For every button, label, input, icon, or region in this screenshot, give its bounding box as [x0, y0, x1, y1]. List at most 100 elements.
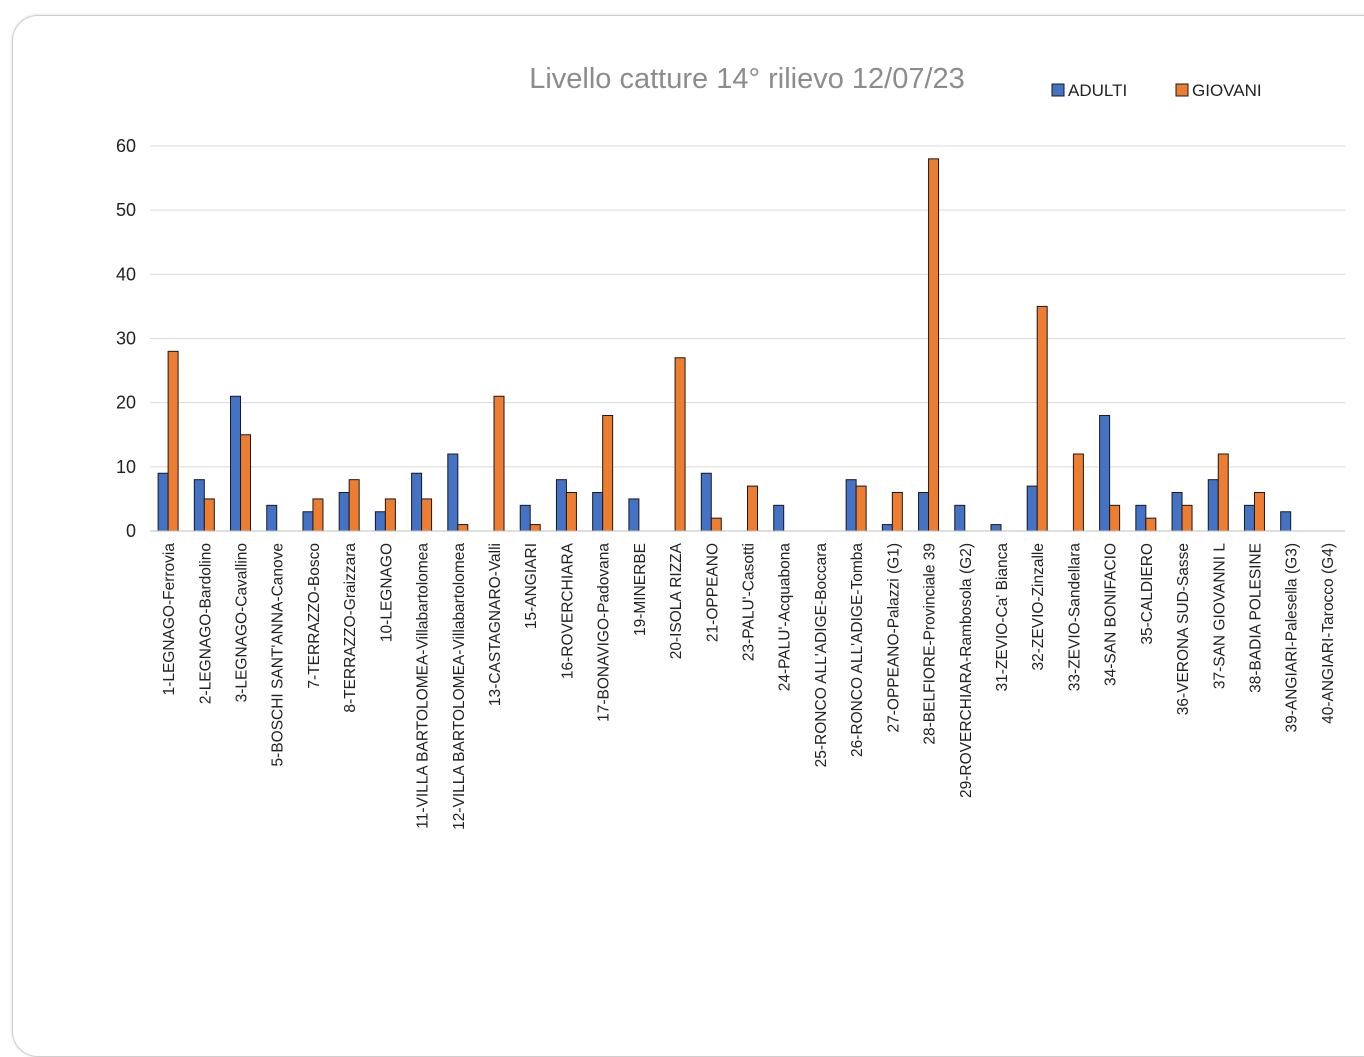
bar-giovani-25	[1036, 305, 1048, 532]
x-tick-label: 29-ROVERCHIARA-Rambosola (G2)	[958, 543, 975, 798]
bar-adulti-14	[628, 498, 640, 532]
x-tick-label: 33-ZEVIO-Sandellara	[1066, 543, 1083, 692]
chart-card	[12, 15, 1364, 1057]
bar-adulti-20	[845, 479, 857, 532]
bar-adulti-3	[230, 395, 242, 532]
x-tick-label: 15-ANGIARI	[523, 543, 540, 629]
bar-adulti-13	[592, 492, 604, 532]
bar-adulti-22	[918, 492, 930, 532]
x-tick-label: 35-CALDIERO	[1139, 543, 1156, 645]
bar-adulti-12	[555, 479, 567, 532]
x-tick-label: 13-CASTAGNARO-Valli	[487, 543, 504, 706]
bar-giovani-2	[203, 498, 215, 532]
bar-giovani-31	[1253, 492, 1265, 532]
x-tick-label: 20-ISOLA RIZZA	[668, 542, 685, 659]
bar-giovani-12	[565, 492, 577, 532]
y-tick-label: 40	[116, 264, 136, 284]
x-tick-label: 3-LEGNAGO-Cavallino	[234, 543, 251, 702]
bar-giovani-30	[1217, 453, 1229, 532]
x-tick-label: 25-RONCO ALL'ADIGE-Boccara	[813, 543, 830, 768]
legend-label-giovani: GIOVANI	[1192, 81, 1262, 100]
bar-adulti-8	[411, 472, 423, 532]
bar-adulti-18	[773, 504, 785, 532]
x-tick-label: 16-ROVERCHIARA	[559, 542, 576, 679]
bar-adulti-30	[1207, 479, 1219, 532]
bar-adulti-31	[1243, 504, 1255, 532]
x-tick-label: 34-SAN BONIFACIO	[1103, 543, 1120, 686]
bar-adulti-7	[374, 511, 386, 532]
bar-giovani-20	[855, 485, 867, 532]
bar-adulti-9	[447, 453, 459, 532]
x-tick-label: 27-OPPEANO-Palazzi (G1)	[885, 543, 902, 733]
bar-giovani-8	[421, 498, 433, 532]
x-tick-label: 38-BADIA POLESINE	[1247, 543, 1264, 693]
bar-adulti-16	[700, 472, 712, 532]
bars	[157, 158, 1292, 532]
y-axis: 0 10 20 30 40 50 60	[116, 136, 136, 541]
y-tick-label: 50	[116, 200, 136, 220]
bar-giovani-27	[1109, 504, 1121, 532]
bar-chart: Livello catture 14° rilievo 12/07/23 ADU…	[116, 63, 1345, 830]
x-tick-label: 39-ANGIARI-Palesella (G3)	[1284, 543, 1301, 733]
x-tick-label: 37-SAN GIOVANNI L	[1211, 543, 1228, 690]
bar-giovani-11	[529, 524, 541, 532]
bar-giovani-7	[384, 498, 396, 532]
bar-adulti-25	[1026, 485, 1038, 532]
bar-giovani-15	[674, 357, 686, 532]
x-tick-label: 24-PALU'-Acquabona	[777, 543, 794, 692]
y-tick-label: 60	[116, 136, 136, 156]
x-tick-label: 26-RONCO ALL'ADIGE-Tomba	[849, 543, 866, 757]
x-tick-label: 2-LEGNAGO-Bardolino	[197, 543, 214, 704]
x-tick-label: 36-VERONA SUD-Sasse	[1175, 543, 1192, 715]
bar-adulti-32	[1280, 511, 1292, 532]
x-tick-label: 11-VILLA BARTOLOMEA-Villabartolomea	[415, 543, 432, 829]
x-tick-label: 10-LEGNAGO	[378, 543, 395, 642]
bar-adulti-4	[266, 504, 278, 532]
chart-title: Livello catture 14° rilievo 12/07/23	[529, 63, 965, 95]
bar-adulti-1	[157, 472, 169, 532]
x-axis: 1-LEGNAGO-Ferrovia 2-LEGNAGO-Bardolino 3-L…	[161, 542, 1337, 830]
legend-swatch-adulti	[1051, 83, 1065, 97]
bar-adulti-29	[1171, 492, 1183, 532]
bar-giovani-21	[891, 492, 903, 532]
bar-giovani-1	[167, 350, 179, 532]
x-tick-label: 5-BOSCHI SANT'ANNA-Canove	[270, 543, 287, 766]
x-tick-label: 21-OPPEANO	[704, 543, 721, 642]
y-tick-label: 10	[116, 457, 136, 477]
bar-adulti-2	[193, 479, 205, 532]
bar-adulti-23	[954, 504, 966, 532]
bar-giovani-13	[602, 415, 614, 532]
x-tick-label: 1-LEGNAGO-Ferrovia	[161, 543, 178, 696]
bar-giovani-28	[1145, 517, 1157, 532]
legend-swatch-giovani	[1175, 83, 1189, 97]
legend: ADULTI GIOVANI	[1051, 81, 1262, 100]
y-tick-label: 30	[116, 329, 136, 349]
bar-giovani-26	[1072, 453, 1084, 532]
bar-giovani-3	[240, 434, 252, 532]
x-tick-label: 7-TERRAZZO-Bosco	[306, 543, 323, 689]
bar-giovani-6	[348, 479, 360, 532]
bar-giovani-10	[493, 395, 505, 532]
bar-adulti-11	[519, 504, 531, 532]
legend-label-adulti: ADULTI	[1068, 81, 1127, 100]
x-tick-label: 31-ZEVIO-Ca' Bianca	[994, 543, 1011, 692]
bar-adulti-28	[1135, 504, 1147, 532]
bar-adulti-6	[338, 492, 350, 532]
x-tick-label: 8-TERRAZZO-Graizzara	[342, 543, 359, 713]
x-tick-label: 19-MINERBE	[632, 543, 649, 636]
bar-giovani-9	[457, 524, 469, 532]
x-tick-label: 28-BELFIORE-Provinciale 39	[922, 543, 939, 745]
bar-giovani-16	[710, 517, 722, 532]
x-tick-label: 32-ZEVIO-Zinzalle	[1030, 543, 1047, 670]
bar-adulti-27	[1099, 415, 1111, 532]
x-tick-label: 40-ANGIARI-Tarocco (G4)	[1320, 543, 1337, 724]
bar-giovani-5	[312, 498, 324, 532]
bar-adulti-21	[881, 524, 893, 532]
bar-adulti-5	[302, 511, 314, 532]
bar-giovani-29	[1181, 504, 1193, 532]
bar-giovani-22	[928, 158, 940, 532]
bar-giovani-17	[747, 485, 758, 532]
x-tick-label: 12-VILLA BARTOLOMEA-Villabartolomea	[451, 543, 468, 830]
x-tick-label: 23-PALU'-Casotti	[741, 543, 758, 661]
y-tick-label: 20	[116, 393, 136, 413]
